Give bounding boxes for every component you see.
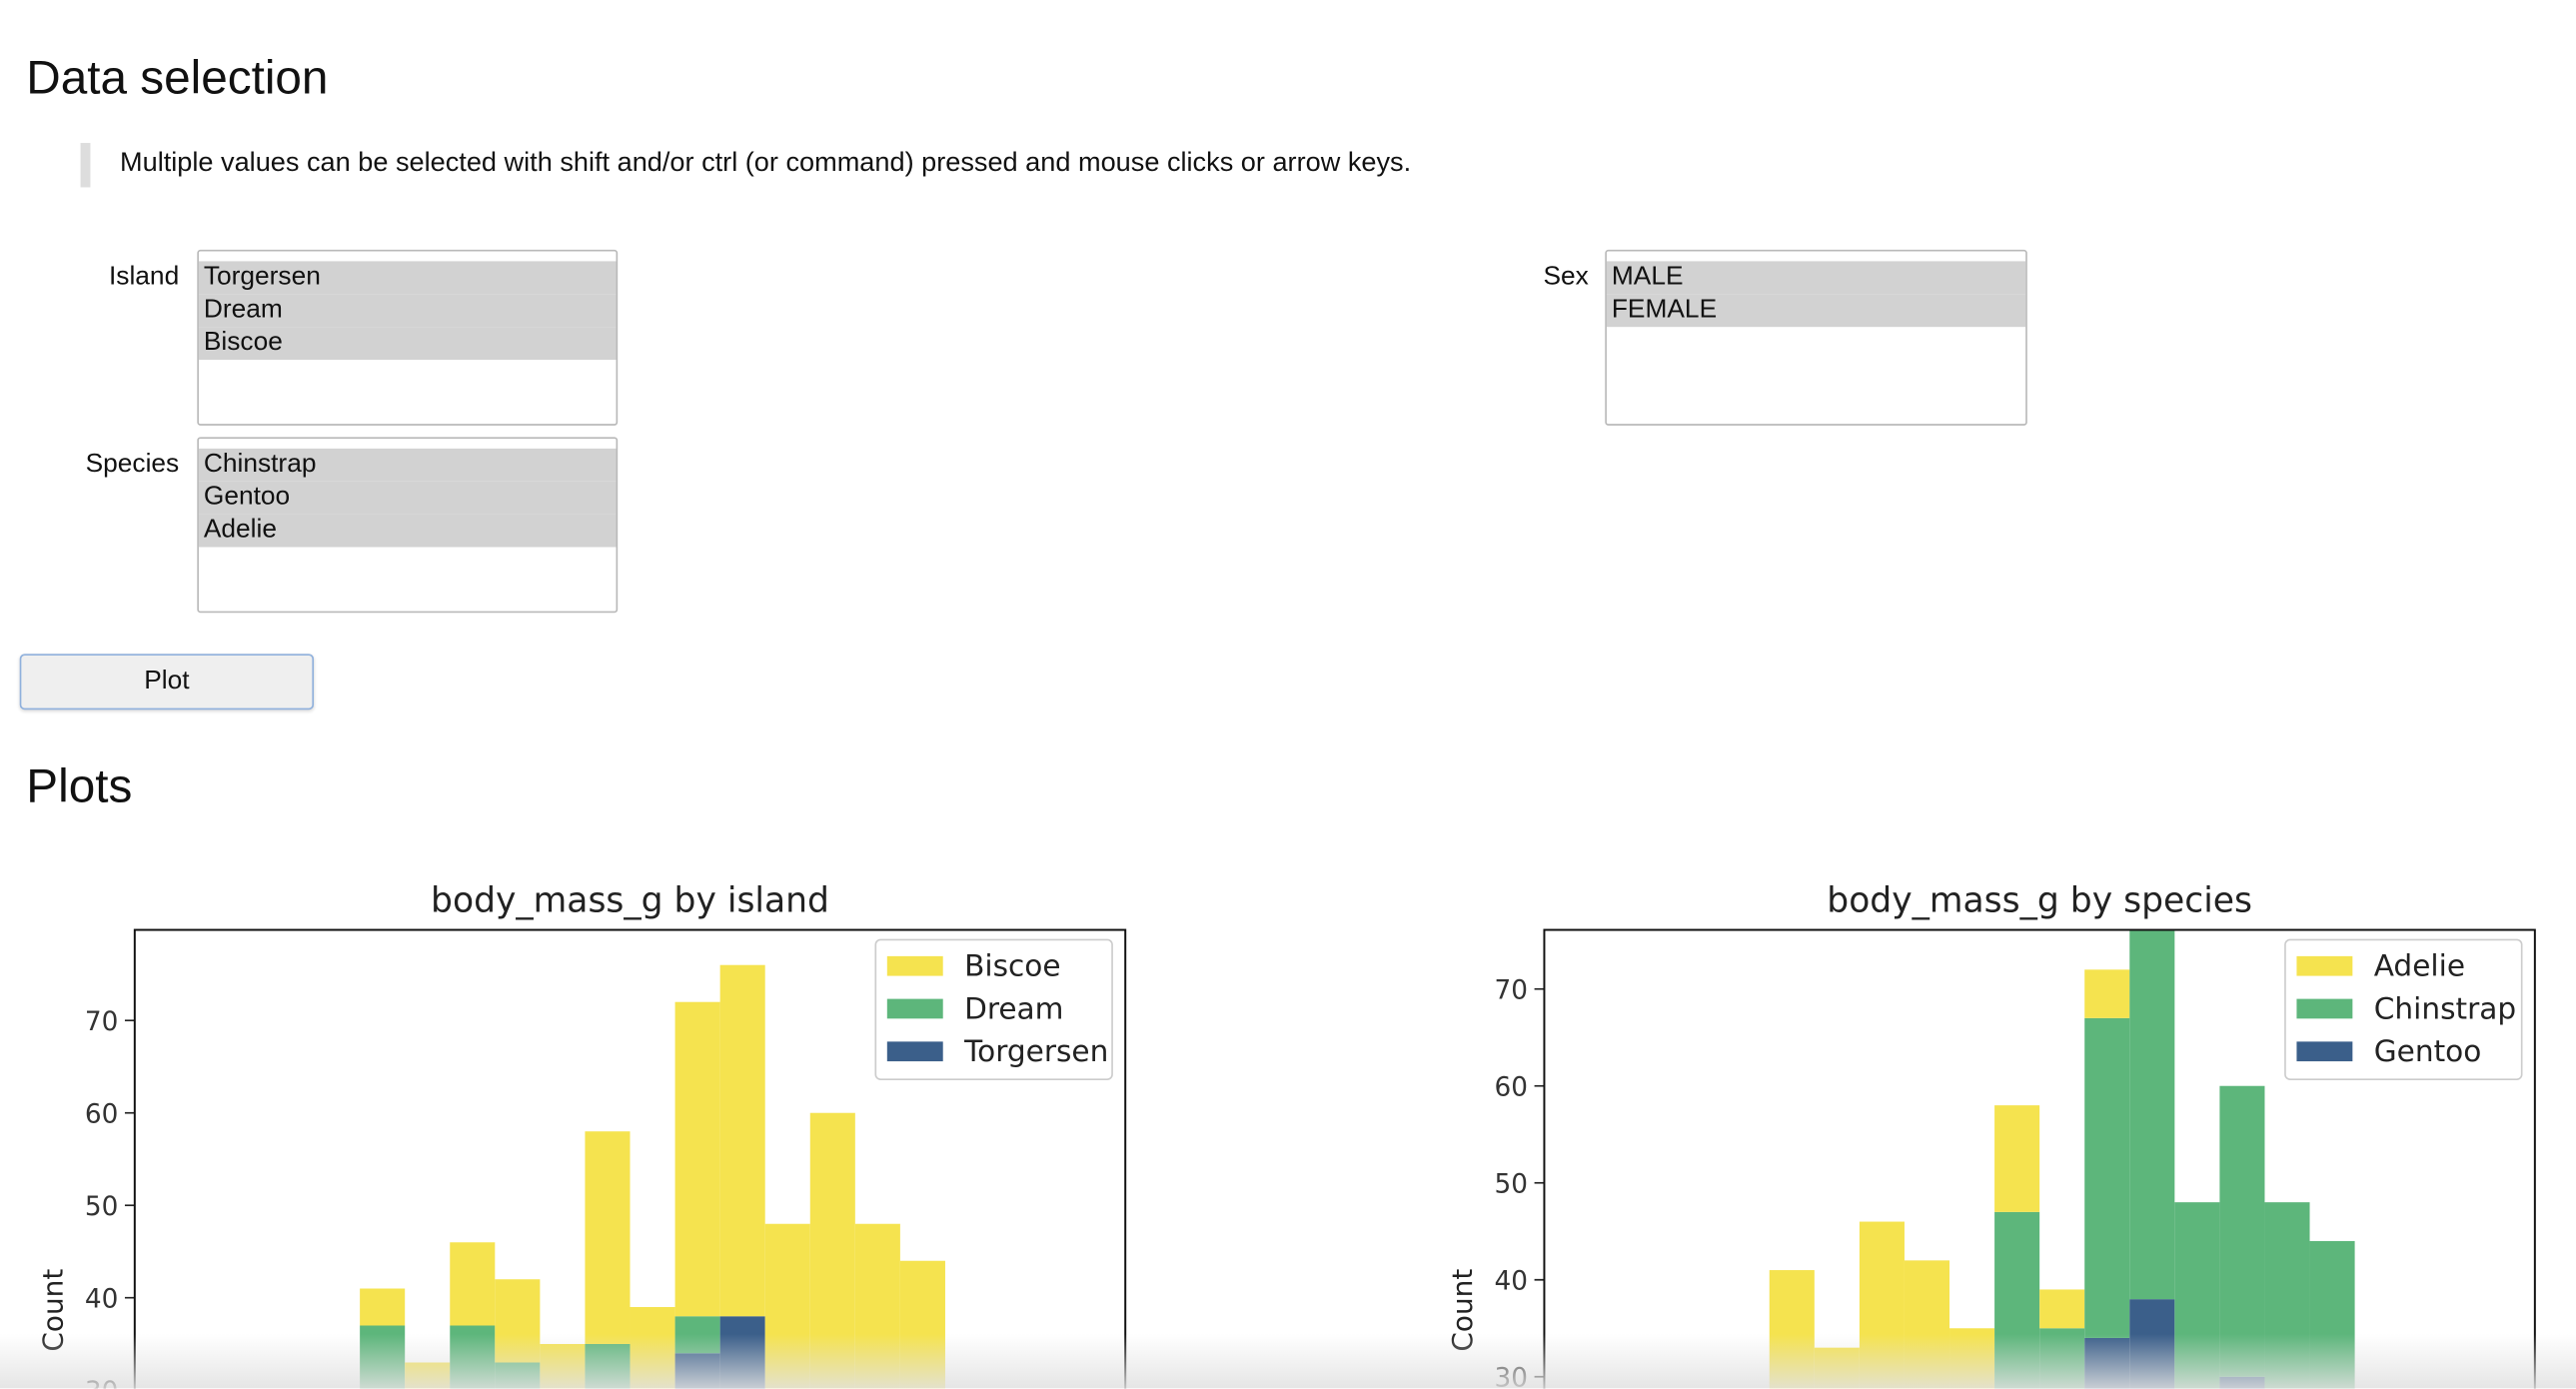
y-tick-label: 60 — [85, 1100, 118, 1130]
section-title: Plots — [26, 760, 133, 813]
legend-label: Torgersen — [963, 1034, 1108, 1068]
sex-listbox[interactable]: MALE FEMALE — [1605, 249, 2027, 426]
histogram-bar — [2084, 969, 2130, 1018]
histogram-bar — [450, 1242, 496, 1326]
legend-label: Biscoe — [964, 949, 1060, 983]
histogram-bar — [2084, 1017, 2130, 1338]
species-label: Species — [85, 450, 180, 479]
histogram-bar — [2039, 1289, 2085, 1329]
axes-frame — [133, 928, 1127, 1389]
histogram-bar — [674, 1001, 720, 1317]
histogram-bar — [585, 1131, 631, 1344]
y-tick-label: 70 — [1495, 976, 1528, 1006]
histogram-bar — [1994, 1105, 2040, 1212]
listbox-option[interactable]: MALE — [1606, 261, 2026, 295]
legend-label: Dream — [964, 991, 1063, 1025]
legend-swatch — [886, 955, 943, 976]
listbox-option[interactable]: Chinstrap — [198, 448, 617, 482]
legend-label: Gentoo — [2374, 1034, 2482, 1068]
histogram-bar — [2219, 1085, 2265, 1377]
histogram-bar — [2129, 930, 2175, 1300]
chart-title: body_mass_g by island — [431, 880, 829, 920]
y-tick-label: 40 — [1495, 1267, 1528, 1297]
legend-swatch — [886, 998, 943, 1019]
species-listbox[interactable]: Chinstrap Gentoo Adelie — [197, 437, 619, 614]
y-tick-label: 40 — [85, 1285, 118, 1315]
legend-swatch — [886, 1041, 943, 1062]
sex-label: Sex — [1543, 263, 1589, 292]
legend-label: Chinstrap — [2374, 991, 2516, 1025]
histogram-bar — [719, 964, 765, 1317]
y-tick-label: 70 — [85, 1007, 118, 1037]
bottom-fade — [0, 1334, 2576, 1389]
island-label: Island — [108, 263, 180, 292]
plot-button[interactable]: Plot — [19, 654, 315, 710]
y-tick-label: 50 — [85, 1192, 118, 1222]
legend-swatch — [2296, 1041, 2353, 1062]
axes-frame — [1543, 928, 2536, 1389]
listbox-option[interactable]: FEMALE — [1606, 294, 2026, 328]
section-title: Data selection — [26, 52, 329, 106]
listbox-option[interactable]: Adelie — [198, 514, 617, 548]
listbox-option[interactable]: Dream — [198, 294, 617, 328]
quote-bar — [80, 143, 91, 188]
island-listbox[interactable]: Torgersen Dream Biscoe — [197, 249, 619, 426]
note: Multiple values can be selected with shi… — [120, 147, 1412, 178]
y-tick-label: 60 — [1495, 1073, 1528, 1103]
listbox-option[interactable]: Gentoo — [198, 481, 617, 515]
legend-label: Adelie — [2374, 949, 2465, 983]
chart-title: body_mass_g by species — [1827, 880, 2252, 920]
y-tick-label: 50 — [1495, 1170, 1528, 1200]
listbox-option[interactable]: Torgersen — [198, 261, 617, 295]
listbox-option[interactable]: Biscoe — [198, 327, 617, 361]
legend-swatch — [2296, 955, 2353, 976]
legend-swatch — [2296, 998, 2353, 1019]
histogram-bar — [360, 1288, 406, 1326]
